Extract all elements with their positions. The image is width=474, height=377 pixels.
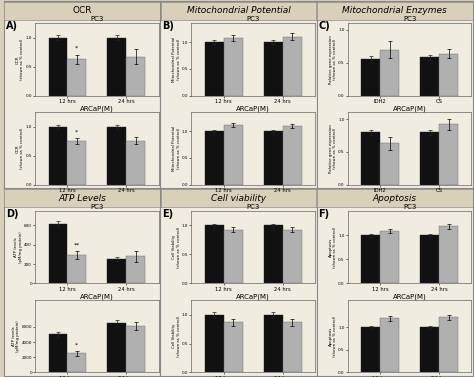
Bar bbox=[67, 59, 86, 95]
Text: D): D) bbox=[6, 209, 18, 219]
Bar bbox=[126, 256, 145, 283]
Bar bbox=[126, 57, 145, 95]
Y-axis label: OCR
(shown as % control): OCR (shown as % control) bbox=[16, 39, 24, 80]
Y-axis label: Apoptosis
(shown as % control): Apoptosis (shown as % control) bbox=[328, 316, 337, 357]
Bar bbox=[283, 322, 301, 372]
Text: Mitochondrial Potential: Mitochondrial Potential bbox=[187, 6, 290, 15]
Y-axis label: Cell Viability
(shown as % control): Cell Viability (shown as % control) bbox=[172, 316, 181, 357]
Bar bbox=[380, 143, 399, 185]
Bar bbox=[224, 38, 243, 95]
Title: PC3: PC3 bbox=[403, 204, 416, 210]
Bar bbox=[205, 131, 224, 185]
Bar bbox=[67, 255, 86, 283]
Bar bbox=[67, 354, 86, 372]
Bar bbox=[205, 225, 224, 283]
Text: *: * bbox=[75, 46, 78, 51]
Bar bbox=[439, 54, 458, 95]
Bar bbox=[380, 318, 399, 372]
Text: B): B) bbox=[162, 21, 174, 31]
Bar bbox=[420, 132, 439, 185]
Bar bbox=[108, 259, 126, 283]
Bar bbox=[264, 225, 283, 283]
Title: PC3: PC3 bbox=[246, 16, 260, 22]
Bar bbox=[49, 38, 67, 95]
Title: ARCaP(M): ARCaP(M) bbox=[80, 293, 114, 300]
Bar bbox=[224, 230, 243, 283]
Bar bbox=[49, 127, 67, 185]
Text: E): E) bbox=[162, 209, 173, 219]
Text: F): F) bbox=[319, 209, 329, 219]
Y-axis label: Cell Viability
(shown as % control): Cell Viability (shown as % control) bbox=[172, 227, 181, 268]
Text: OCR: OCR bbox=[72, 6, 92, 15]
Bar bbox=[439, 124, 458, 185]
Title: PC3: PC3 bbox=[403, 16, 416, 22]
Bar bbox=[49, 334, 67, 372]
Bar bbox=[224, 322, 243, 372]
Bar bbox=[380, 231, 399, 283]
Text: Cell viability: Cell viability bbox=[211, 194, 266, 203]
Title: ARCaP(M): ARCaP(M) bbox=[393, 293, 427, 300]
Y-axis label: Apoptosis
(shown as % control): Apoptosis (shown as % control) bbox=[328, 227, 337, 268]
Text: Mitochondrial Enzymes: Mitochondrial Enzymes bbox=[343, 6, 447, 15]
Bar bbox=[108, 38, 126, 95]
Bar bbox=[205, 315, 224, 372]
Title: ARCaP(M): ARCaP(M) bbox=[237, 106, 270, 112]
Bar bbox=[108, 323, 126, 372]
Y-axis label: ATP levels
(pM/mg protein): ATP levels (pM/mg protein) bbox=[12, 320, 20, 352]
Text: C): C) bbox=[319, 21, 330, 31]
Bar bbox=[420, 327, 439, 372]
Bar bbox=[108, 127, 126, 185]
Y-axis label: OCR
(shown as % control): OCR (shown as % control) bbox=[16, 128, 24, 169]
Bar bbox=[283, 126, 301, 185]
Title: PC3: PC3 bbox=[90, 16, 103, 22]
Bar bbox=[49, 224, 67, 283]
Title: ARCaP(M): ARCaP(M) bbox=[80, 106, 114, 112]
Bar bbox=[264, 315, 283, 372]
Title: PC3: PC3 bbox=[246, 204, 260, 210]
Bar bbox=[283, 230, 301, 283]
Bar bbox=[420, 235, 439, 283]
Bar bbox=[205, 42, 224, 95]
Bar bbox=[264, 42, 283, 95]
Bar bbox=[264, 131, 283, 185]
Y-axis label: Relative gene expression
(shown as % control): Relative gene expression (shown as % con… bbox=[328, 35, 337, 84]
Bar bbox=[283, 37, 301, 95]
Title: ARCaP(M): ARCaP(M) bbox=[237, 293, 270, 300]
Y-axis label: ATP levels
(pM/mg protein): ATP levels (pM/mg protein) bbox=[14, 231, 23, 263]
Text: Apoptosis: Apoptosis bbox=[373, 194, 417, 203]
Legend: PCa cells alone, PCa cells in CCM: PCa cells alone, PCa cells in CCM bbox=[262, 118, 311, 133]
Title: ARCaP(M): ARCaP(M) bbox=[393, 106, 427, 112]
Text: A): A) bbox=[6, 21, 18, 31]
Bar bbox=[439, 227, 458, 283]
Text: ATP Levels: ATP Levels bbox=[58, 194, 106, 203]
Bar bbox=[126, 141, 145, 185]
Y-axis label: Relative gene expression
(shown as % control): Relative gene expression (shown as % con… bbox=[328, 124, 337, 173]
Bar bbox=[439, 317, 458, 372]
Bar bbox=[420, 57, 439, 95]
Bar bbox=[362, 327, 380, 372]
Text: **: ** bbox=[74, 243, 80, 248]
Bar bbox=[362, 235, 380, 283]
Text: *: * bbox=[75, 130, 78, 135]
Bar bbox=[362, 60, 380, 95]
Bar bbox=[67, 141, 86, 185]
Bar bbox=[126, 326, 145, 372]
Bar bbox=[362, 132, 380, 185]
Title: PC3: PC3 bbox=[90, 204, 103, 210]
Text: *: * bbox=[75, 343, 78, 348]
Bar bbox=[224, 125, 243, 185]
Bar bbox=[380, 49, 399, 95]
Y-axis label: Mitochondrial Potential
(shown as % control): Mitochondrial Potential (shown as % cont… bbox=[172, 37, 181, 82]
Y-axis label: Mitochondrial Potential
(shown as % control): Mitochondrial Potential (shown as % cont… bbox=[172, 126, 181, 171]
